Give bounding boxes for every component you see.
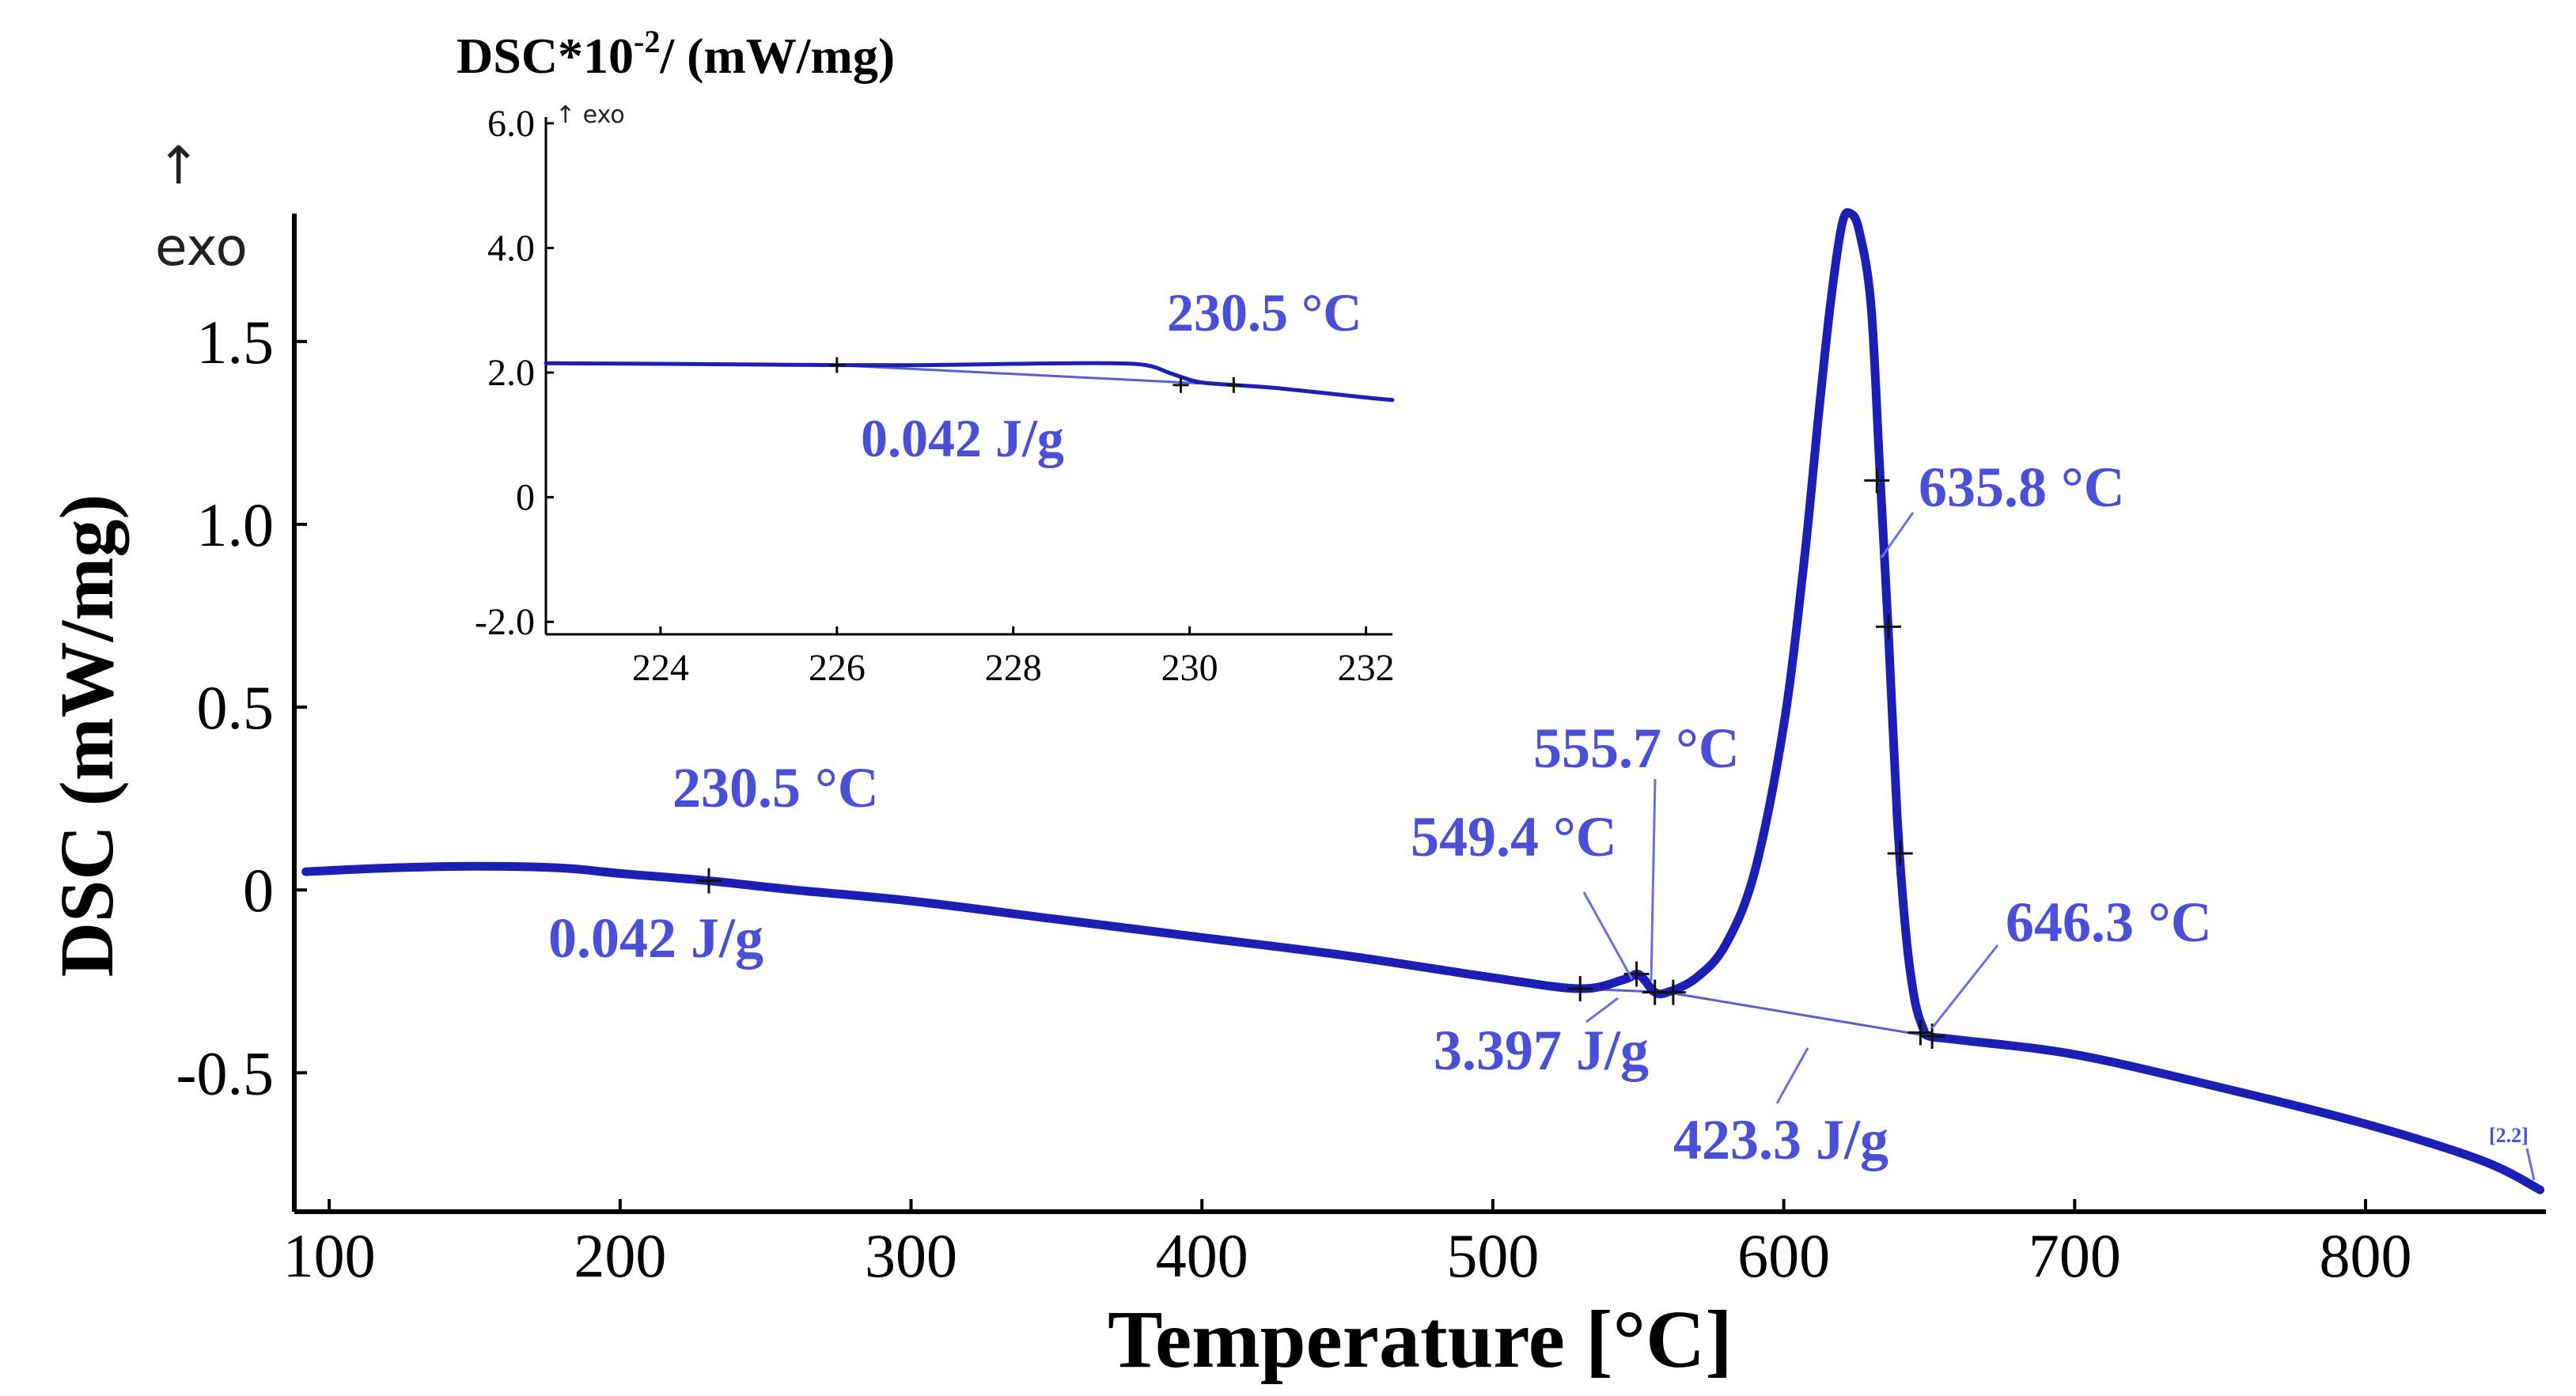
main-markers bbox=[695, 467, 1945, 1050]
main-x-tick-label: 500 bbox=[1446, 1221, 1539, 1290]
peak-646-label: 646.3 °C bbox=[2006, 891, 2212, 954]
main-x-tick-label: 400 bbox=[1156, 1221, 1248, 1290]
enthalpy-230-label: 0.042 J/g bbox=[548, 906, 763, 970]
leader-635 bbox=[1880, 512, 1915, 558]
main-exo-label: exo bbox=[155, 217, 248, 278]
main-y-tick-label: 0 bbox=[243, 856, 274, 925]
inset-x-tick-label: 232 bbox=[1338, 647, 1395, 689]
inset-baseline bbox=[836, 364, 1234, 387]
annotation-leaders bbox=[1582, 512, 2536, 1181]
main-curve-marker bbox=[1567, 976, 1593, 1002]
inset-x-tick-label: 224 bbox=[632, 647, 689, 689]
leader-555 bbox=[1650, 778, 1657, 982]
inset-y-title: DSC*10-2/ (mW/mg) bbox=[456, 24, 895, 84]
main-curve-marker bbox=[1875, 614, 1901, 640]
inset-curve-marker bbox=[1225, 376, 1242, 393]
main-curve-marker bbox=[1887, 840, 1913, 866]
main-axes bbox=[292, 214, 2546, 1214]
inset-y-title-exp: -2 bbox=[634, 24, 660, 59]
main-chart: 100 200 300 400 500 600 700 800 1.5 1.0 0.5 0 -0.5 ↑… bbox=[44, 135, 2546, 1385]
segment-tag-label: [2.2] bbox=[2489, 1124, 2529, 1147]
onset-230-label: 230.5 °C bbox=[672, 756, 879, 819]
main-x-tick-label: 200 bbox=[574, 1221, 666, 1290]
inset-y-title-base: DSC*10 bbox=[456, 28, 634, 84]
inset-x-tick-label: 230 bbox=[1161, 647, 1218, 689]
inset-y-title-unit: / (mW/mg) bbox=[659, 28, 895, 84]
main-x-tick-label: 700 bbox=[2029, 1221, 2121, 1290]
main-curve-marker bbox=[1864, 467, 1890, 494]
main-y-tick-label: 0.5 bbox=[197, 673, 275, 742]
peak-549-label: 549.4 °C bbox=[1411, 805, 1617, 868]
inset-background bbox=[546, 117, 1392, 634]
inset-ticks: 224 226 228 230 232 6.0 4.0 2.0 0 -2.0 bbox=[475, 103, 1395, 689]
inset-markers bbox=[828, 357, 1242, 393]
main-x-tick-label: 100 bbox=[283, 1221, 376, 1290]
main-y-tick-label: -0.5 bbox=[176, 1038, 274, 1107]
y-axis-title: DSC (mW/mg) bbox=[44, 494, 129, 978]
inset-y-tick-label: 2.0 bbox=[487, 352, 535, 394]
inset-exo-label: ↑ exo bbox=[555, 101, 625, 129]
enthalpy-3397-label: 3.397 J/g bbox=[1434, 1019, 1649, 1082]
leader-3397 bbox=[1585, 997, 1619, 1023]
inset-onset-label: 230.5 °C bbox=[1167, 282, 1362, 342]
main-x-tick-label: 800 bbox=[2320, 1221, 2412, 1290]
main-curve-marker bbox=[695, 868, 722, 894]
main-ticks: 100 200 300 400 500 600 700 800 1.5 1.0 0.5 0 -0.5 bbox=[176, 308, 2412, 1290]
inset-curve-marker bbox=[1172, 376, 1189, 393]
enthalpy-4233-label: 423.3 J/g bbox=[1673, 1108, 1888, 1171]
inset-chart: 224 226 228 230 232 6.0 4.0 2.0 0 -2.0 DSC*10-2/ … bbox=[456, 24, 1395, 689]
leader-4233 bbox=[1775, 1047, 1809, 1104]
peak-555-label: 555.7 °C bbox=[1533, 717, 1740, 780]
inset-dsc-curve bbox=[544, 361, 1395, 403]
main-curve-marker bbox=[1907, 1020, 1934, 1046]
main-x-tick-label: 300 bbox=[865, 1221, 957, 1290]
main-baseline bbox=[1667, 991, 1930, 1038]
x-axis-title: Temperature [°C] bbox=[1108, 1294, 1733, 1385]
main-exo-arrow: ↑ bbox=[157, 135, 200, 196]
inset-x-tick-label: 226 bbox=[809, 647, 866, 689]
inset-x-tick-label: 228 bbox=[985, 647, 1042, 689]
inset-y-tick-label: 6.0 bbox=[487, 103, 535, 145]
main-curve-marker bbox=[1660, 979, 1686, 1005]
inset-baselines bbox=[836, 364, 1234, 387]
leader-22 bbox=[2525, 1148, 2536, 1181]
main-x-tick-label: 600 bbox=[1737, 1221, 1830, 1290]
inset-curve-marker bbox=[828, 357, 845, 373]
peak-635-label: 635.8 °C bbox=[1919, 456, 2125, 519]
inset-enthalpy-label: 0.042 J/g bbox=[861, 408, 1064, 468]
leader-646 bbox=[1930, 944, 1999, 1029]
leader-549 bbox=[1582, 891, 1634, 980]
inset-y-tick-label: 0 bbox=[516, 477, 535, 519]
inset-y-tick-label: -2.0 bbox=[475, 601, 535, 643]
main-y-tick-label: 1.5 bbox=[197, 308, 275, 376]
main-y-tick-label: 1.0 bbox=[197, 490, 275, 559]
inset-y-tick-label: 4.0 bbox=[487, 227, 535, 269]
